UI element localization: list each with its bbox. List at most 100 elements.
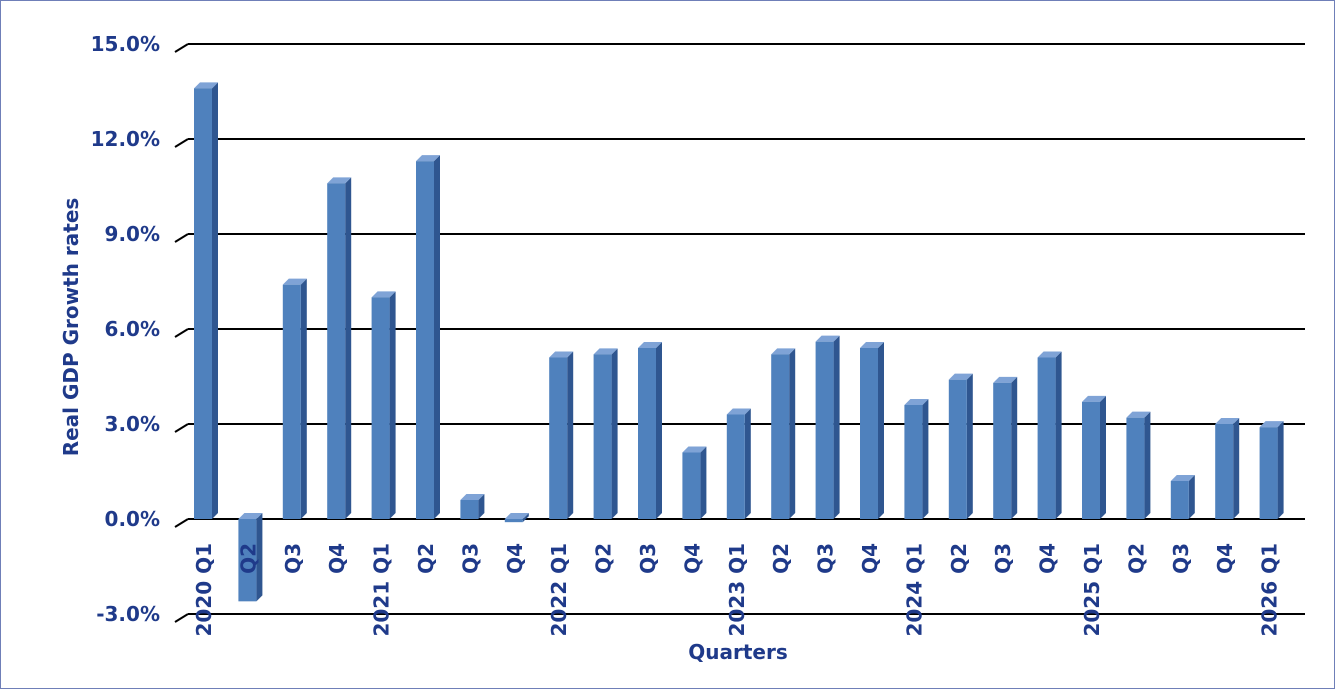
y-tick-label: 6.0% <box>105 317 160 341</box>
x-tick-label: Q3 <box>458 543 482 574</box>
bar-top <box>993 376 1018 383</box>
bars <box>194 82 1284 602</box>
y-tick-label: 12.0% <box>91 127 160 151</box>
gridline-diag <box>174 613 189 623</box>
bar-top <box>416 155 440 162</box>
x-tick-label: Q2 <box>236 543 260 574</box>
x-tick-label: 2021 Q1 <box>370 543 394 637</box>
bar-top <box>682 446 707 453</box>
gridline-diag <box>174 233 189 243</box>
bar-front <box>549 357 568 519</box>
bar <box>726 408 751 519</box>
bar-side <box>656 342 662 519</box>
x-tick-label: Q4 <box>1213 543 1237 574</box>
bar-front <box>1215 424 1234 519</box>
bar-side <box>434 155 440 519</box>
y-tick-label: 15.0% <box>91 32 160 56</box>
bar-front <box>1170 481 1189 519</box>
bar-front <box>282 284 301 519</box>
bar-front <box>1259 427 1278 519</box>
bar-front <box>371 297 390 519</box>
bar <box>1215 418 1240 519</box>
x-tick-label: Q4 <box>1036 543 1060 574</box>
bar <box>460 494 485 519</box>
bar-side <box>1100 395 1106 519</box>
x-tick-label: Q4 <box>325 543 349 574</box>
x-tick-label: Q2 <box>592 543 616 574</box>
bar-top <box>194 82 218 89</box>
bar-front <box>860 348 878 519</box>
bar-side <box>700 446 707 519</box>
bar-side <box>567 351 574 519</box>
bar <box>504 513 529 523</box>
x-tick-label: Q3 <box>1169 543 1193 574</box>
bar-side <box>389 291 396 519</box>
bar-side <box>212 82 218 519</box>
bar-side <box>478 494 485 519</box>
gridline-diag <box>174 328 189 338</box>
bar-top <box>726 408 751 415</box>
x-tick-labels: 2020 Q1 Q2 Q3 Q4 2021 Q1 Q2 Q3 Q4 2022 Q1 Q2 Q3 Q4 2… <box>192 543 1282 637</box>
bar-top <box>593 348 618 355</box>
y-tick-labels: -3.0% 0.0% 3.0% 6.0% 9.0% 12.0% 15.0% <box>91 32 160 626</box>
x-axis-title: Quarters <box>688 640 788 664</box>
bar <box>327 177 352 520</box>
bar-side <box>1188 475 1195 519</box>
bar <box>815 335 840 519</box>
bar-top <box>371 291 396 298</box>
bar-front <box>904 405 923 519</box>
bar-front <box>948 379 967 519</box>
x-tick-label: Q2 <box>414 543 438 574</box>
bar-top <box>948 373 973 380</box>
bar-front <box>327 183 346 520</box>
x-tick-label: 2023 Q1 <box>725 543 749 637</box>
bar <box>771 348 796 519</box>
bar-front <box>1037 357 1056 519</box>
bar <box>948 373 973 519</box>
bar-front <box>593 354 612 519</box>
bar-top <box>460 494 485 500</box>
bar-side <box>789 348 796 519</box>
bar-side <box>300 278 307 519</box>
bar-top <box>860 342 884 348</box>
bar <box>194 82 218 519</box>
bar-top <box>1170 475 1195 481</box>
bar-side <box>522 513 529 523</box>
bar-front <box>504 519 523 523</box>
bar <box>1170 475 1195 519</box>
bar-front <box>238 519 257 602</box>
bar-top <box>549 351 574 358</box>
bar-front <box>771 354 790 519</box>
bar-top <box>327 177 352 184</box>
bar <box>371 291 396 519</box>
bar <box>1126 411 1151 519</box>
bar-front <box>460 500 479 519</box>
bar-side <box>878 342 884 519</box>
bar-side <box>256 513 263 602</box>
bar-top <box>1259 421 1284 428</box>
x-tick-label: Q3 <box>814 543 838 574</box>
y-tick-label: 3.0% <box>105 412 160 436</box>
bar-side <box>1011 376 1018 519</box>
bar <box>238 513 263 602</box>
x-tick-label: Q2 <box>769 543 793 574</box>
y-axis-title: Real GDP Growth rates <box>59 198 83 457</box>
bar-side <box>922 399 929 519</box>
bar-top <box>282 278 307 285</box>
bar-side <box>1144 411 1151 519</box>
bar-top <box>904 399 929 405</box>
bar <box>682 446 707 519</box>
x-tick-label: 2025 Q1 <box>1080 543 1104 637</box>
gridline-diag <box>174 43 189 53</box>
y-tick-label: 0.0% <box>105 507 160 531</box>
x-tick-label: 2020 Q1 <box>192 543 216 637</box>
bar-front <box>682 452 701 519</box>
bar-front <box>726 414 745 519</box>
x-tick-label: Q2 <box>947 543 971 574</box>
bar <box>860 342 884 519</box>
bar-front <box>1082 401 1100 519</box>
bar-top <box>815 335 840 342</box>
bar-side <box>966 373 973 519</box>
x-tick-label: Q3 <box>991 543 1015 574</box>
